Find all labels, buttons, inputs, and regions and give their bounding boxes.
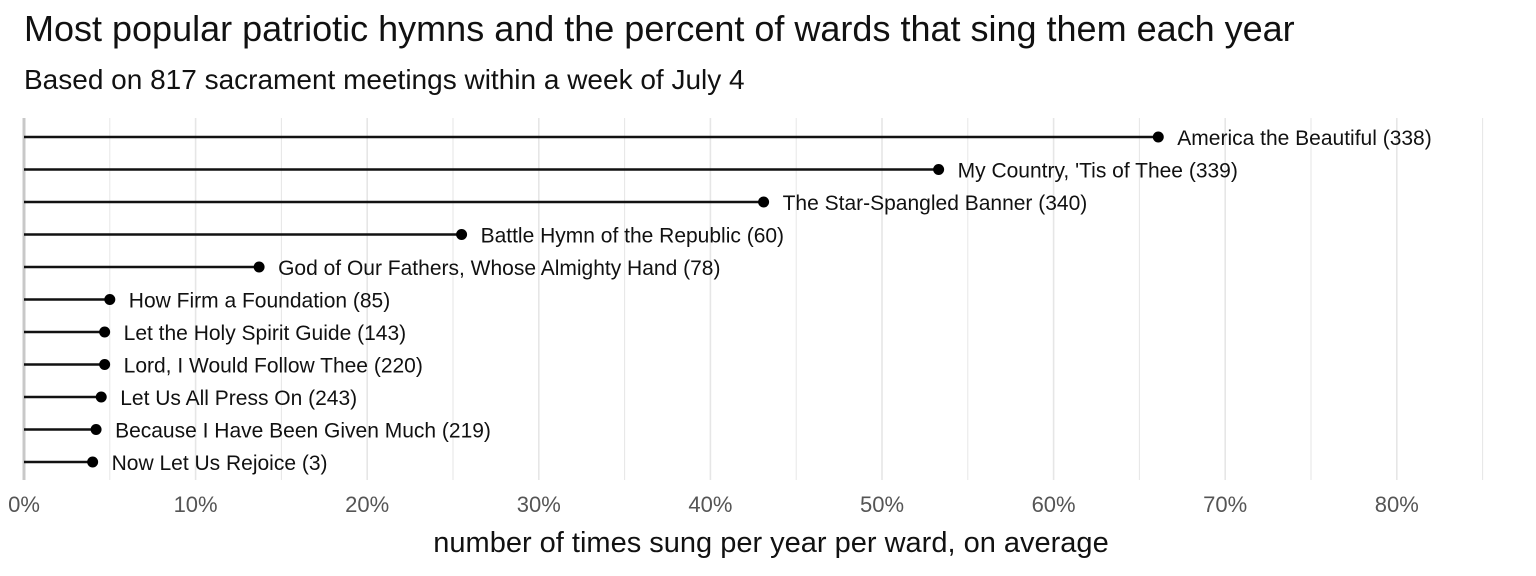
x-tick-label: 30% [517, 492, 561, 517]
data-label: Because I Have Been Given Much (219) [115, 420, 491, 443]
data-point [95, 391, 107, 403]
data-label: How Firm a Foundation (85) [129, 290, 390, 313]
data-point [99, 359, 111, 370]
x-tick-label: 10% [174, 492, 218, 517]
x-tick-label: 20% [345, 492, 389, 517]
data-point [99, 326, 111, 338]
x-tick-label: 0% [8, 492, 40, 517]
data-label: God of Our Fathers, Whose Almighty Hand … [278, 257, 720, 280]
x-tick-label: 40% [688, 492, 732, 517]
data-label: America the Beautiful (338) [1177, 127, 1431, 150]
x-axis-title: number of times sung per year per ward, … [433, 527, 1108, 559]
data-point [1152, 131, 1164, 143]
x-tick-label: 60% [1032, 492, 1076, 517]
data-label: My Country, 'Tis of Thee (339) [958, 160, 1238, 183]
x-tick-label: 80% [1375, 492, 1419, 517]
data-point [87, 456, 99, 468]
gridlines [109, 118, 1484, 480]
data-label: Now Let Us Rejoice (3) [112, 452, 328, 475]
data-label: Lord, I Would Follow Thee (220) [124, 355, 423, 378]
chart-title: Most popular patriotic hymns and the per… [24, 8, 1295, 49]
data-point [933, 164, 945, 175]
data-point [104, 294, 116, 305]
data-point [758, 196, 770, 208]
data-label: Battle Hymn of the Republic (60) [481, 225, 784, 248]
chart-subtitle: Based on 817 sacrament meetings within a… [24, 64, 745, 95]
data-point [253, 261, 265, 273]
data-label: The Star-Spangled Banner (340) [783, 192, 1088, 215]
plot-marks: America the Beautiful (338) My Country, '… [24, 127, 1432, 475]
x-tick-label: 70% [1203, 492, 1247, 517]
data-label: Let the Holy Spirit Guide (143) [124, 322, 406, 345]
x-axis: 0% 10% 20% 30% 40% 50% 60% 70% 80% [8, 118, 1419, 517]
data-point [90, 424, 102, 435]
data-label: Let Us All Press On (243) [120, 387, 357, 410]
data-point [456, 229, 468, 240]
x-tick-label: 50% [860, 492, 904, 517]
